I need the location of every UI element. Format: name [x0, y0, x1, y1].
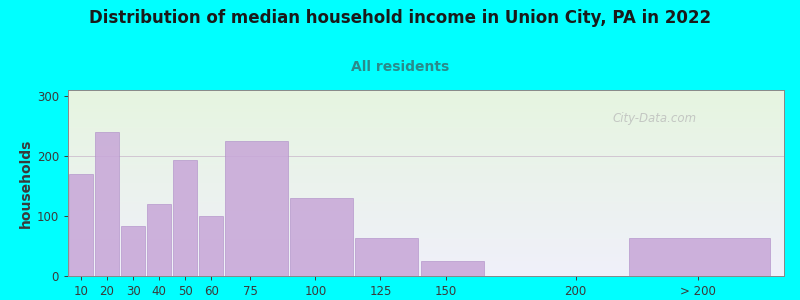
Text: City-Data.com: City-Data.com [612, 112, 696, 125]
Bar [69, 174, 93, 276]
Bar [121, 226, 145, 276]
Bar [147, 204, 171, 276]
Bar [290, 198, 354, 276]
Text: All residents: All residents [351, 60, 449, 74]
Bar [421, 261, 483, 276]
Text: Distribution of median household income in Union City, PA in 2022: Distribution of median household income … [89, 9, 711, 27]
Bar [95, 132, 119, 276]
Bar [226, 141, 288, 276]
Bar [199, 216, 223, 276]
Bar [629, 238, 770, 276]
Y-axis label: households: households [18, 138, 33, 228]
Bar [173, 160, 197, 276]
Bar [355, 238, 418, 276]
